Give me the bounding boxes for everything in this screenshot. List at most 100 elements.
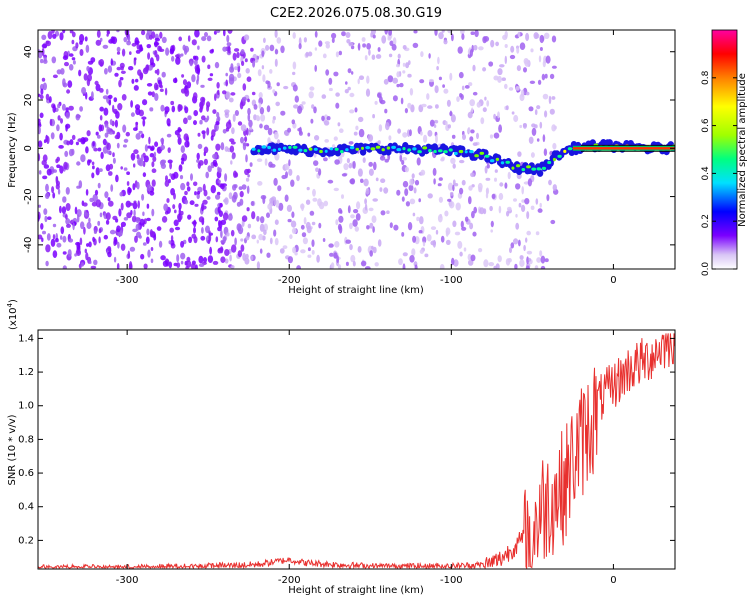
noise-speckle xyxy=(194,59,198,66)
colorbar-tick-label: 0.2 xyxy=(701,214,711,228)
noise-speckle xyxy=(247,223,252,229)
noise-speckle xyxy=(144,144,148,152)
noise-speckle xyxy=(287,256,293,264)
noise-speckle xyxy=(196,193,200,200)
noise-speckle xyxy=(478,248,483,253)
noise-speckle xyxy=(104,68,108,75)
noise-speckle xyxy=(369,250,374,257)
noise-speckle xyxy=(52,192,56,199)
noise-speckle xyxy=(115,174,119,183)
noise-speckle xyxy=(180,252,186,260)
noise-speckle xyxy=(224,173,228,182)
noise-speckle xyxy=(345,81,348,85)
noise-speckle xyxy=(442,84,445,88)
signal-blob xyxy=(282,146,287,150)
noise-speckle xyxy=(352,260,356,267)
noise-speckle xyxy=(210,135,214,141)
noise-speckle xyxy=(87,74,92,82)
noise-speckle xyxy=(114,239,118,245)
noise-speckle xyxy=(259,248,263,254)
noise-speckle xyxy=(200,235,206,241)
noise-speckle xyxy=(298,43,302,50)
noise-speckle xyxy=(504,44,508,48)
noise-speckle xyxy=(368,168,374,176)
chart-title: C2E2.2026.075.08.30.G19 xyxy=(270,6,442,21)
noise-speckle xyxy=(202,183,206,192)
noise-speckle xyxy=(71,134,76,140)
noise-speckle xyxy=(186,81,192,89)
noise-speckle xyxy=(222,90,227,95)
noise-speckle xyxy=(178,36,182,42)
noise-speckle xyxy=(388,30,392,36)
noise-speckle xyxy=(288,168,293,176)
signal-blob xyxy=(484,154,490,158)
noise-speckle xyxy=(58,145,64,149)
noise-speckle xyxy=(420,131,423,136)
noise-speckle xyxy=(64,150,69,157)
noise-speckle xyxy=(249,126,253,131)
noise-speckle xyxy=(214,61,220,69)
noise-speckle xyxy=(170,188,176,196)
noise-speckle xyxy=(239,101,244,110)
noise-speckle xyxy=(215,30,221,34)
noise-speckle xyxy=(74,253,77,257)
noise-speckle xyxy=(548,179,552,186)
noise-speckle xyxy=(364,55,368,61)
noise-speckle xyxy=(305,51,309,57)
noise-speckle xyxy=(435,134,438,144)
noise-speckle xyxy=(47,30,53,40)
noise-speckle xyxy=(519,259,525,268)
noise-speckle xyxy=(108,200,114,207)
signal-blob xyxy=(505,160,511,164)
signal-blob xyxy=(251,147,256,151)
snr-series-line xyxy=(38,333,675,569)
noise-speckle xyxy=(151,179,156,187)
noise-speckle xyxy=(469,99,476,107)
noise-speckle xyxy=(260,216,265,224)
noise-speckle xyxy=(65,123,71,129)
noise-speckle xyxy=(97,220,101,226)
noise-speckle xyxy=(153,234,157,241)
noise-speckle xyxy=(193,227,196,234)
noise-speckle xyxy=(194,191,197,196)
signal-blob xyxy=(526,165,531,169)
noise-speckle xyxy=(428,78,434,83)
noise-speckle xyxy=(244,136,248,143)
noise-speckle xyxy=(106,33,109,37)
noise-speckle xyxy=(83,73,88,81)
noise-speckle xyxy=(404,108,408,114)
noise-speckle xyxy=(521,186,524,195)
noise-speckle xyxy=(246,185,250,194)
noise-speckle xyxy=(59,32,64,41)
noise-speckle xyxy=(236,223,242,232)
noise-speckle xyxy=(231,154,235,160)
noise-speckle xyxy=(109,163,114,170)
noise-speckle xyxy=(196,79,199,85)
noise-speckle xyxy=(222,46,228,52)
noise-speckle xyxy=(186,186,191,192)
noise-speckle xyxy=(469,49,473,57)
noise-speckle xyxy=(179,105,183,111)
spectrogram-y-axis: -40 -20 0 20 40 xyxy=(23,45,675,253)
noise-speckle xyxy=(183,133,189,141)
noise-speckle xyxy=(252,60,256,68)
noise-speckle xyxy=(239,198,244,206)
noise-speckle xyxy=(107,65,113,73)
noise-speckle xyxy=(488,262,495,267)
noise-speckle xyxy=(323,157,328,162)
noise-speckle xyxy=(130,112,135,117)
noise-speckle xyxy=(113,97,118,103)
noise-speckle xyxy=(160,138,165,143)
noise-speckle xyxy=(288,159,291,167)
noise-speckle xyxy=(256,261,260,269)
noise-speckle xyxy=(493,132,500,139)
noise-speckle xyxy=(284,194,289,202)
noise-speckle xyxy=(460,30,465,35)
noise-speckle xyxy=(157,79,161,85)
signal-blob xyxy=(547,160,552,165)
noise-speckle xyxy=(379,99,386,105)
noise-speckle xyxy=(98,168,103,173)
noise-speckle xyxy=(40,58,44,64)
noise-speckle xyxy=(209,73,214,77)
